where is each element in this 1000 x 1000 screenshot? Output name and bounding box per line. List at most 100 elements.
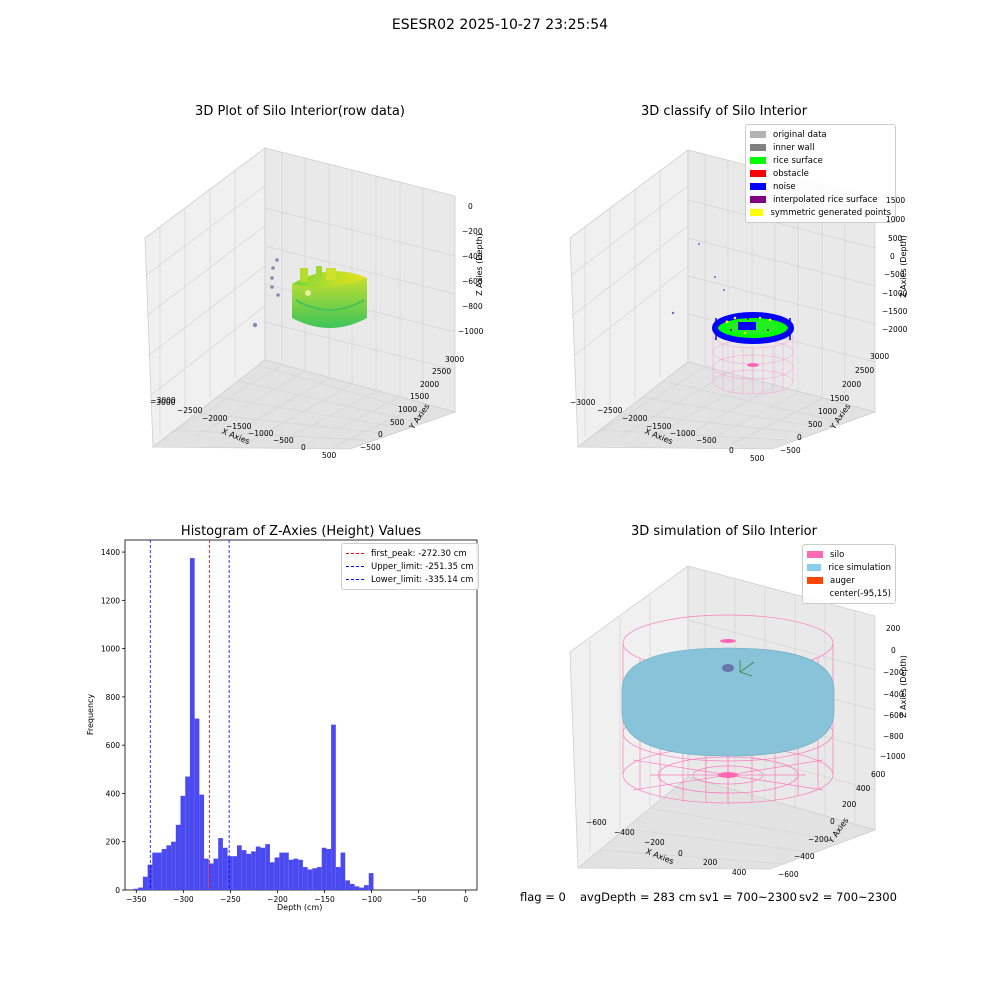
histogram-x-tick-label: −300 (173, 895, 194, 904)
p4-ztick-0: 200 (886, 624, 901, 633)
p4-ztick-5: −800 (883, 732, 904, 741)
footer-sv1: sv1 = 700~2300 (699, 890, 797, 904)
p1-xtick-1: −2500 (177, 406, 203, 415)
legend-label: noise (773, 181, 796, 192)
p2-xtick-2: −2000 (622, 414, 648, 423)
histogram-bar (321, 847, 327, 890)
p2-ztick-5: −1000 (882, 289, 908, 298)
p2-ytick-4: 1500 (830, 394, 850, 403)
histogram-bar (335, 867, 341, 890)
histogram-legend: first_peak: -272.30 cm Upper_limit: -251… (341, 543, 479, 590)
legend-item-noise: noise (750, 180, 891, 193)
legend-swatch (807, 577, 823, 584)
histogram-bar (317, 867, 322, 890)
p2-ztick-2: 500 (888, 234, 903, 243)
legend-swatch (750, 157, 766, 164)
p4-ytick-1: −400 (794, 852, 815, 861)
panel1-title: 3D Plot of Silo Interior(row data) (195, 104, 405, 119)
legend-swatch (750, 183, 766, 190)
legend-item-interpolated: interpolated rice surface (750, 193, 891, 206)
histogram-bar (241, 850, 247, 890)
p2-ztick-0: 1500 (886, 196, 906, 205)
p4-ytick-4: 200 (842, 800, 857, 809)
histogram-bar (284, 852, 289, 890)
legend-item-symmetric: symmetric generated points (750, 206, 891, 219)
legend-swatch (750, 131, 766, 138)
legend-swatch (807, 551, 823, 558)
histogram-bar (133, 888, 139, 890)
histogram-bar (175, 824, 181, 890)
p4-ztick-4: −600 (883, 711, 904, 720)
histogram-y-tick-label: 0 (115, 886, 120, 895)
histogram-bar (354, 886, 360, 890)
legend-item-center: center(-95,15) (807, 587, 891, 600)
legend-item-silo: silo (807, 548, 891, 561)
histogram-bar (161, 848, 167, 890)
legend-line (346, 566, 364, 567)
footer-sv2: sv2 = 700~2300 (799, 890, 897, 904)
p2-ytick-1: 0 (797, 433, 802, 442)
histogram-bar (293, 858, 299, 890)
histogram-bar (251, 851, 256, 890)
histogram-x-tick-label: 0 (463, 895, 468, 904)
p4-xtick-2: −200 (644, 838, 665, 847)
p1-ytick-6: 2500 (432, 367, 452, 376)
p1-ztick-3: −600 (462, 277, 483, 286)
p1-xtick-3: −1500 (226, 422, 252, 431)
histogram-bar (222, 847, 228, 890)
histogram-bar (171, 841, 176, 890)
legend-label: rice surface (773, 155, 823, 166)
p1-ytick-1: 0 (378, 430, 383, 439)
histogram-bar (345, 880, 350, 890)
legend-item-inner-wall: inner wall (750, 141, 891, 154)
p2-xtick-7: 500 (750, 454, 765, 463)
legend-swatch (807, 590, 823, 597)
p4-xtick-5: 400 (732, 868, 747, 877)
histogram-bar (180, 795, 186, 890)
panel1-x-tick-labels: −3000 (150, 396, 176, 405)
histogram-bar (364, 885, 369, 890)
legend-item-upper-limit: Upper_limit: -251.35 cm (346, 560, 474, 573)
legend-swatch (750, 170, 766, 177)
histogram-bar (255, 846, 261, 890)
histogram-y-tick-label: 1400 (101, 548, 120, 557)
histogram-y-tick-label: 600 (106, 741, 121, 750)
p1-xtick-7: 500 (322, 451, 337, 460)
histogram-x-tick-label: −250 (220, 895, 241, 904)
legend-item-rice-simulation: rice simulation (807, 561, 891, 574)
p1-ytick-3: 1000 (398, 405, 418, 414)
p2-ztick-6: −1500 (882, 307, 908, 316)
legend-swatch (807, 564, 822, 571)
histogram-bar (260, 847, 266, 890)
footer-avg-depth: avgDepth = 283 cm (580, 890, 697, 904)
p2-ytick-3: 1000 (818, 407, 838, 416)
histogram-y-tick-label: 200 (106, 838, 121, 847)
legend-swatch (750, 209, 764, 216)
p4-ytick-0: −600 (778, 870, 799, 879)
histogram-x-tick-label: −50 (411, 895, 427, 904)
legend-label: first_peak: -272.30 cm (371, 548, 467, 559)
histogram-bar (368, 873, 374, 890)
p1-xtick: −3000 (150, 396, 176, 405)
histogram-bar (340, 852, 346, 890)
p4-xtick-3: 0 (678, 849, 683, 858)
p4-ztick-3: −400 (883, 690, 904, 699)
legend-label: center(-95,15) (829, 588, 891, 599)
histogram-bar (269, 862, 275, 890)
histogram-bar (142, 876, 148, 890)
histogram-bar (298, 859, 303, 890)
p4-xtick-1: −400 (614, 828, 635, 837)
histogram-bar (326, 848, 332, 890)
histogram-y-tick-label: 1200 (101, 596, 120, 605)
histogram-bar (359, 887, 365, 890)
p2-xtick-5: −500 (696, 436, 717, 445)
legend-label: silo (830, 549, 845, 560)
histogram-bar (331, 724, 336, 890)
legend-line (346, 553, 364, 554)
figure-title: ESESR02 2025-10-27 23:25:54 (391, 17, 609, 33)
p1-ztick-5: −1000 (458, 327, 484, 336)
p4-ytick-6: 600 (871, 770, 886, 779)
histogram-bar (204, 858, 209, 890)
